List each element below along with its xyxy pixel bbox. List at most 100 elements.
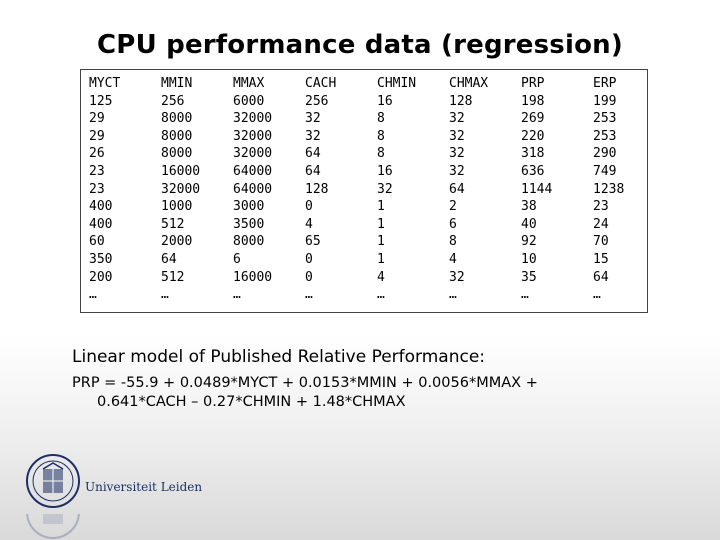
table-cell: … [305, 287, 313, 303]
table-cell: 16 [377, 93, 393, 109]
table-cell: 1000 [161, 199, 193, 215]
table-cell: 636 [521, 163, 545, 179]
table-cell: 65 [305, 234, 321, 250]
table-cell: 70 [593, 234, 609, 250]
table-cell: 2 [449, 199, 457, 215]
table-cell: … [593, 287, 601, 303]
column-header: MYCT [89, 76, 121, 91]
column-header: MMIN [161, 76, 193, 91]
table-cell: 32000 [161, 181, 201, 197]
table-cell: … [521, 287, 529, 303]
table-cell: 64000 [233, 163, 273, 179]
table-cell: 512 [161, 269, 185, 285]
formula-line-1: PRP = -55.9 + 0.0489*MYCT + 0.0153*MMIN … [72, 375, 538, 391]
table-cell: 253 [593, 111, 617, 127]
column-header: PRP [521, 76, 545, 91]
table-cell: 1144 [521, 181, 553, 197]
table-cell: 6 [449, 216, 457, 232]
table-cell: 6000 [233, 93, 265, 109]
slide-title: CPU performance data (regression) [97, 30, 623, 60]
table-cell: 3000 [233, 199, 265, 215]
table-cell: 16000 [233, 269, 273, 285]
table-cell: 32000 [233, 111, 273, 127]
table-cell: 125 [89, 93, 113, 109]
table-cell: 35 [521, 269, 537, 285]
table-cell: 8 [377, 111, 385, 127]
leiden-seal-reflection-icon [26, 514, 80, 539]
table-cell: 32000 [233, 146, 273, 162]
table-cell: 1238 [593, 181, 625, 197]
table-cell: 64 [161, 251, 177, 267]
table-cell: 40 [521, 216, 537, 232]
table-cell: 128 [449, 93, 473, 109]
table-cell: 16000 [161, 163, 201, 179]
table-column-prp: PRP 198 269 220 318 636 1144 38 40 92 10 35… [521, 75, 552, 304]
table-cell: 64000 [233, 181, 273, 197]
table-cell: 64 [449, 181, 465, 197]
table-cell: 23 [89, 163, 105, 179]
table-cell: 64 [305, 163, 321, 179]
table-cell: 32000 [233, 128, 273, 144]
table-cell: 32 [449, 128, 465, 144]
table-cell: 8000 [161, 146, 193, 162]
table-column-cach: CACH 256 32 32 64 64 128 0 4 65 0 0… [305, 75, 336, 304]
table-cell: 32 [449, 111, 465, 127]
table-cell: 64 [305, 146, 321, 162]
table-cell: 26 [89, 146, 105, 162]
table-cell: 24 [593, 216, 609, 232]
table-cell: 15 [593, 251, 609, 267]
table-cell: 220 [521, 128, 545, 144]
table-cell: 29 [89, 128, 105, 144]
column-header: ERP [593, 76, 617, 91]
table-cell: 92 [521, 234, 537, 250]
table-cell: 32 [377, 181, 393, 197]
table-cell: 2000 [161, 234, 193, 250]
table-cell: 32 [305, 111, 321, 127]
table-column-erp: ERP 199 253 253 290 749 1238 23 24 70 15 64 … [593, 75, 624, 304]
table-column-myct: MYCT 125 29 29 26 23 23 400 400 60 350 200… [89, 75, 120, 304]
cpu-data-table: MYCT 125 29 29 26 23 23 400 400 60 350 200… MMIN 256 8… [80, 69, 648, 313]
table-cell: 400 [89, 199, 113, 215]
table-cell: 3500 [233, 216, 265, 232]
university-logo: Universiteit Leiden [25, 453, 202, 513]
table-cell: 269 [521, 111, 545, 127]
table-cell: 1 [377, 216, 385, 232]
table-cell: 749 [593, 163, 617, 179]
table-cell: 29 [89, 111, 105, 127]
table-cell: 23 [593, 199, 609, 215]
table-cell: 256 [161, 93, 185, 109]
table-cell: 64 [593, 269, 609, 285]
table-cell: 253 [593, 128, 617, 144]
table-cell: 256 [305, 93, 329, 109]
table-cell: 0 [305, 269, 313, 285]
table-cell: 4 [377, 269, 385, 285]
table-cell: 8000 [161, 111, 193, 127]
table-cell: 8 [377, 146, 385, 162]
column-header: MMAX [233, 76, 265, 91]
table-column-mmin: MMIN 256 8000 8000 8000 16000 32000 1000 512 2000… [161, 75, 200, 304]
table-cell: 1 [377, 251, 385, 267]
table-cell: 8 [449, 234, 457, 250]
table-cell: 23 [89, 181, 105, 197]
table-cell: … [377, 287, 385, 303]
table-cell: 512 [161, 216, 185, 232]
table-cell: 4 [305, 216, 313, 232]
table-cell: 32 [449, 146, 465, 162]
table-cell: 4 [449, 251, 457, 267]
table-cell: 198 [521, 93, 545, 109]
table-cell: 199 [593, 93, 617, 109]
table-cell: 1 [377, 199, 385, 215]
column-header: CHMAX [449, 76, 489, 91]
table-cell: … [449, 287, 457, 303]
table-cell: 16 [377, 163, 393, 179]
leiden-seal-icon [26, 454, 80, 508]
table-column-chmin: CHMIN 16 8 8 8 16 32 1 1 1 1 4… [377, 75, 416, 304]
table-cell: 32 [449, 163, 465, 179]
table-cell: 32 [305, 128, 321, 144]
table-cell: 290 [593, 146, 617, 162]
regression-formula: PRP = -55.9 + 0.0489*MYCT + 0.0153*MMIN … [72, 374, 692, 412]
table-cell: 10 [521, 251, 537, 267]
table-cell: 128 [305, 181, 329, 197]
table-cell: 32 [449, 269, 465, 285]
model-caption: Linear model of Published Relative Perfo… [72, 347, 486, 367]
